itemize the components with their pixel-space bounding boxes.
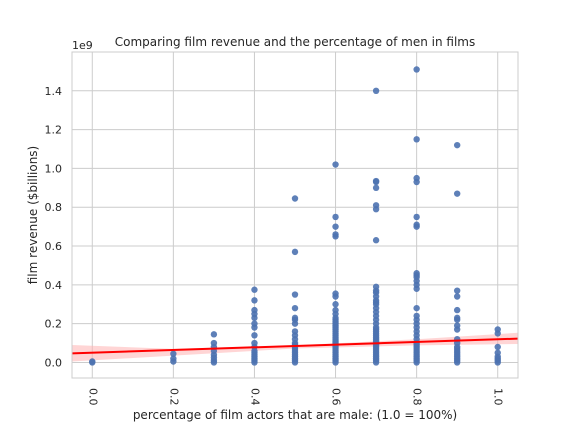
data-point xyxy=(413,270,420,277)
x-tick-label: 0.2 xyxy=(167,388,180,406)
plot-area xyxy=(71,51,519,379)
data-point xyxy=(332,213,339,221)
data-point xyxy=(453,141,461,149)
x-tick-label: 0.8 xyxy=(411,388,424,406)
data-point xyxy=(372,87,380,95)
x-tick-label: 0.4 xyxy=(248,388,261,406)
data-point xyxy=(332,231,339,238)
data-point xyxy=(494,349,501,356)
y-axis-offset-label: 1e9 xyxy=(72,39,93,52)
y-tick-label: 1.0 xyxy=(45,162,63,175)
y-tick-label: 1.2 xyxy=(45,124,63,137)
data-point xyxy=(332,301,339,308)
data-points xyxy=(89,66,501,366)
data-point xyxy=(170,350,177,357)
data-point xyxy=(251,297,258,304)
data-point xyxy=(251,332,258,339)
x-axis-label: percentage of film actors that are male:… xyxy=(133,408,457,422)
data-point xyxy=(453,314,461,322)
data-point xyxy=(413,213,420,221)
x-tick-label: 0.6 xyxy=(330,388,343,406)
data-point xyxy=(413,66,420,73)
data-point xyxy=(413,312,420,320)
data-point xyxy=(372,184,380,192)
data-point xyxy=(251,306,258,314)
data-point xyxy=(332,223,339,230)
x-axis-ticks: 0.0 0.2 0.4 0.6 0.8 1.0 xyxy=(86,388,504,406)
data-point xyxy=(332,161,339,168)
regression-fit-line xyxy=(71,337,519,355)
y-tick-label: 1.4 xyxy=(45,85,63,98)
data-point xyxy=(170,355,177,362)
y-tick-label: 0.6 xyxy=(45,240,63,253)
data-point xyxy=(251,286,258,293)
data-point xyxy=(453,287,461,294)
data-point xyxy=(413,174,420,182)
data-point xyxy=(291,304,299,312)
data-point xyxy=(291,314,299,322)
regression-line xyxy=(71,337,519,355)
data-point xyxy=(210,339,218,347)
data-point xyxy=(453,306,461,314)
data-point xyxy=(251,339,258,347)
data-point xyxy=(291,195,299,202)
data-point xyxy=(291,248,299,256)
y-tick-label: 0.8 xyxy=(45,201,63,214)
data-point xyxy=(332,306,339,314)
y-tick-label: 0.2 xyxy=(45,318,63,331)
data-point xyxy=(413,136,420,143)
data-point xyxy=(372,237,380,244)
data-point xyxy=(453,293,461,300)
data-point xyxy=(453,322,461,329)
data-point xyxy=(332,290,339,297)
y-axis-ticks: 0.0 0.2 0.4 0.6 0.8 1.0 1.2 1.4 xyxy=(45,85,63,370)
plot-frame xyxy=(71,51,519,379)
data-point xyxy=(453,190,461,197)
data-point xyxy=(494,343,501,351)
data-point xyxy=(89,358,96,365)
x-tick-label: 0.0 xyxy=(86,388,99,406)
chart-title: Comparing film revenue and the percentag… xyxy=(115,35,476,49)
data-point xyxy=(413,221,420,228)
data-point xyxy=(372,177,380,185)
x-tick-label: 1.0 xyxy=(492,388,505,406)
data-point xyxy=(372,202,380,209)
y-tick-label: 0.4 xyxy=(45,279,63,292)
data-point xyxy=(372,283,380,290)
data-point xyxy=(291,328,299,335)
y-axis-label: film revenue ($billions) xyxy=(26,146,40,285)
data-point xyxy=(413,304,420,312)
data-point xyxy=(251,320,258,327)
data-point xyxy=(291,291,299,298)
data-point xyxy=(210,331,218,338)
data-point xyxy=(494,326,501,333)
y-tick-label: 0.0 xyxy=(45,356,63,369)
